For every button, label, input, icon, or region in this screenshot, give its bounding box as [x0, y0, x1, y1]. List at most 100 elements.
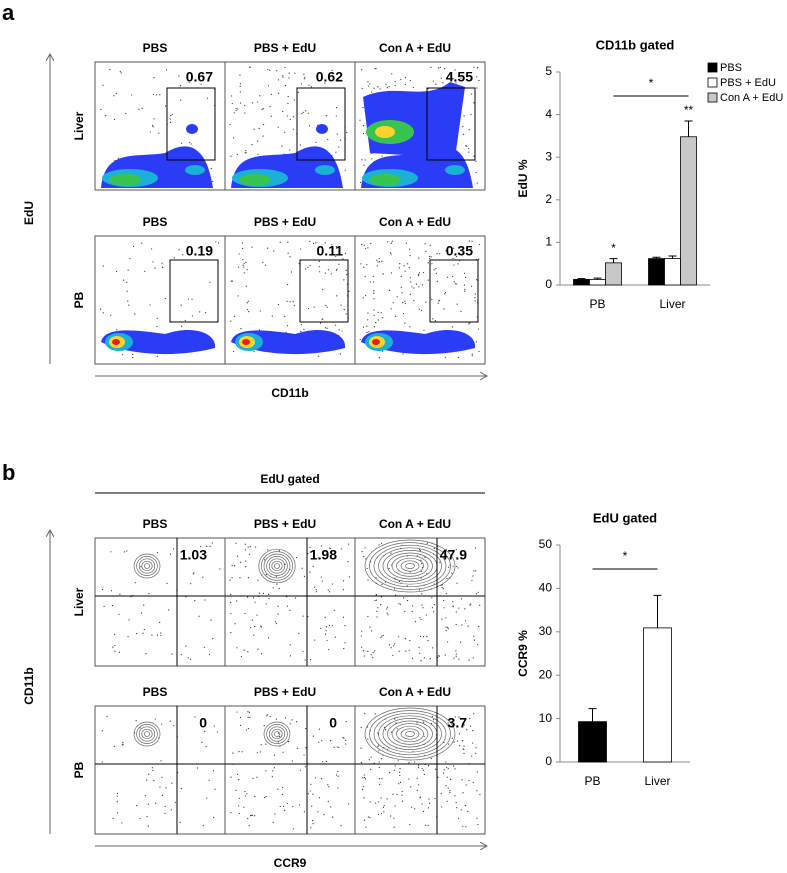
event-dot: [375, 322, 377, 324]
event-dot: [285, 331, 287, 334]
event-dot: [265, 573, 267, 576]
event-dot: [307, 266, 309, 268]
event-dot: [455, 653, 457, 655]
event-dot: [441, 806, 443, 808]
event-dot: [365, 826, 367, 828]
event-dot: [420, 660, 422, 662]
event-dot: [390, 552, 392, 554]
contour: [274, 563, 280, 569]
event-dot: [248, 824, 250, 827]
y-tick-label: 5: [545, 64, 552, 78]
event-dot: [119, 70, 121, 73]
event-dot: [376, 610, 378, 612]
event-dot: [141, 242, 143, 244]
event-dot: [246, 302, 248, 304]
event-dot: [194, 716, 196, 718]
event-dot: [235, 107, 237, 110]
event-dot: [112, 817, 114, 819]
event-dot: [309, 546, 311, 549]
event-dot: [412, 605, 414, 607]
event-dot: [458, 716, 460, 718]
error-bar: [668, 255, 677, 259]
event-dot: [230, 155, 232, 157]
event-dot: [326, 639, 328, 642]
event-dot: [401, 800, 404, 802]
event-dot: [377, 732, 379, 734]
event-dot: [315, 589, 317, 591]
event-dot: [217, 242, 220, 244]
event-dot: [367, 615, 369, 618]
event-dot: [368, 759, 370, 761]
event-dot: [144, 795, 147, 797]
event-dot: [317, 811, 319, 813]
event-dot: [478, 350, 480, 353]
event-dot: [442, 82, 444, 84]
event-dot: [148, 773, 150, 775]
event-dot: [423, 735, 425, 737]
event-dot: [321, 740, 323, 742]
event-dot: [335, 245, 337, 248]
event-dot: [362, 326, 365, 328]
event-dot: [304, 659, 306, 661]
event-dot: [289, 723, 291, 725]
event-dot: [286, 605, 289, 607]
event-dot: [445, 626, 447, 628]
event-dot: [231, 102, 233, 105]
event-dot: [449, 792, 451, 794]
event-dot: [277, 613, 279, 615]
error-bar: [577, 278, 586, 280]
contour: [369, 710, 451, 758]
gate-value: 0.11: [317, 243, 344, 259]
event-dot: [289, 149, 291, 151]
density: [372, 339, 380, 345]
event-dot: [384, 581, 387, 583]
event-dot: [468, 240, 470, 242]
event-dot: [359, 181, 362, 184]
event-dot: [340, 304, 342, 306]
event-dot: [238, 805, 240, 807]
event-dot: [340, 825, 342, 827]
event-dot: [322, 288, 324, 291]
event-dot: [455, 650, 457, 652]
event-dot: [472, 729, 474, 732]
row-label: PB: [72, 761, 86, 778]
event-dot: [443, 607, 445, 609]
event-dot: [232, 752, 234, 754]
event-dot: [185, 645, 187, 647]
event-dot: [178, 75, 180, 77]
event-dot: [372, 275, 374, 278]
event-dot: [290, 271, 293, 273]
event-dot: [468, 129, 470, 131]
event-dot: [185, 596, 187, 598]
plot-title: PBS + EdU: [254, 517, 316, 531]
event-dot: [427, 825, 429, 827]
event-dot: [287, 241, 289, 243]
event-dot: [277, 79, 280, 81]
event-dot: [362, 777, 364, 779]
event-dot: [214, 788, 216, 790]
event-dot: [149, 304, 151, 306]
event-dot: [395, 722, 397, 724]
event-dot: [151, 767, 153, 769]
event-dot: [229, 579, 231, 581]
event-dot: [325, 304, 327, 307]
event-dot: [310, 827, 312, 829]
event-dot: [345, 720, 347, 723]
event-dot: [245, 560, 247, 562]
density: [112, 339, 120, 345]
event-dot: [408, 248, 411, 250]
contour: [263, 553, 291, 579]
event-dot: [102, 312, 104, 314]
event-dot: [289, 609, 291, 612]
event-dot: [460, 77, 462, 79]
event-dot: [379, 783, 381, 785]
quadrant-value: 47.9: [440, 547, 467, 563]
event-dot: [369, 801, 371, 803]
event-dot: [272, 821, 274, 824]
event-dot: [376, 265, 378, 267]
contour: [387, 552, 433, 580]
event-dot: [361, 630, 363, 632]
event-dot: [284, 84, 287, 87]
event-dot: [371, 158, 373, 160]
event-dot: [118, 613, 120, 615]
